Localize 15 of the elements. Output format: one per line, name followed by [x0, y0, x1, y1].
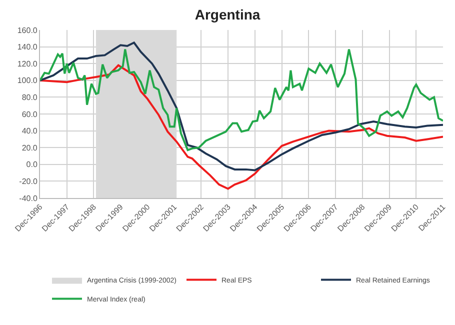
y-tick-label: 60.0 [22, 110, 38, 119]
y-tick-label: 100.0 [17, 76, 38, 86]
y-tick-label: 80.0 [22, 93, 38, 102]
y-tick-label: 140.0 [17, 42, 38, 52]
y-tick-label: 160.0 [17, 26, 38, 35]
y-tick-label: 40.0 [22, 126, 38, 136]
line-series [40, 48, 443, 152]
line-series [40, 42, 443, 172]
y-tick-label: -20.0 [19, 177, 38, 186]
y-tick-label: -40.0 [19, 194, 38, 203]
y-tick-label: 120.0 [17, 59, 38, 68]
chart-title: Argentina [194, 6, 260, 23]
line-series [40, 64, 443, 190]
y-tick-label: 20.0 [22, 143, 38, 152]
y-tick-label: 0.0 [26, 160, 38, 170]
